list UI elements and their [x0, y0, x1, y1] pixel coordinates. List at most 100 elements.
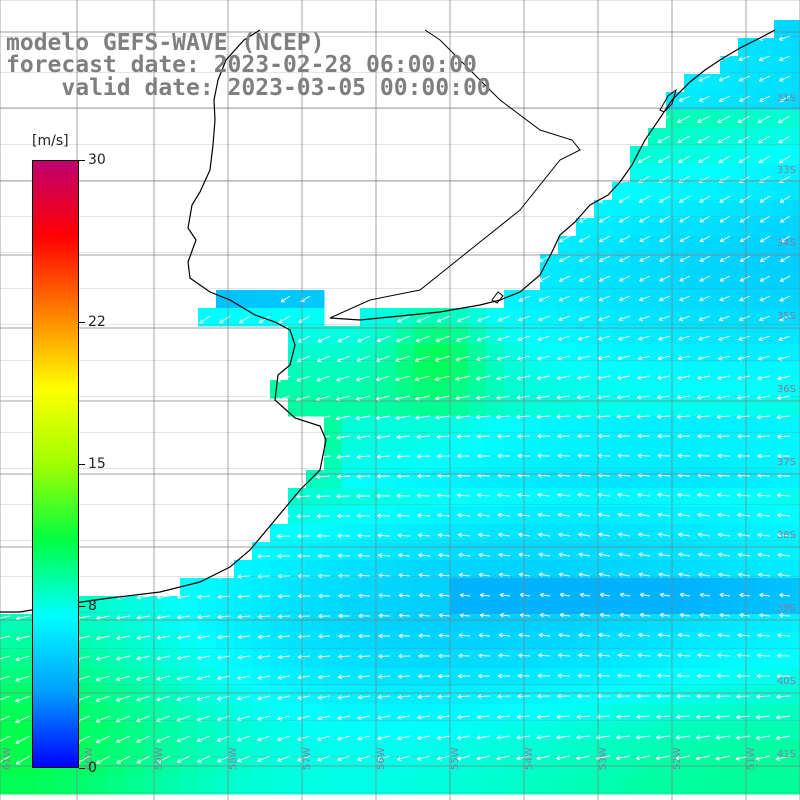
wind-speed-cell [504, 488, 523, 507]
wind-speed-cell [774, 650, 793, 669]
colorbar-tick-label: 15 [88, 456, 106, 472]
wind-speed-cell [702, 488, 721, 507]
wind-speed-cell [378, 398, 397, 417]
wind-arrow [518, 552, 531, 558]
wind-speed-cell [522, 542, 541, 561]
wind-speed-cell [792, 488, 800, 507]
wind-speed-cell [756, 128, 775, 147]
wind-speed-cell [738, 434, 757, 453]
wind-speed-cell [702, 236, 721, 255]
wind-speed-cell [630, 776, 649, 795]
wind-speed-cell [576, 560, 595, 579]
wind-speed-cell [252, 614, 271, 633]
wind-speed-cell [450, 398, 469, 417]
wind-arrow [659, 592, 671, 598]
wind-speed-cell [576, 416, 595, 435]
longitude-labels: 61W 60W 59W 58W 57W 56W 55W 54W 53W 52W 51W [2, 747, 757, 770]
wind-arrow [338, 613, 351, 619]
wind-speed-cell [702, 560, 721, 579]
wind-arrow [557, 335, 571, 341]
wind-speed-cell [504, 416, 523, 435]
wind-arrow [739, 215, 751, 223]
wind-speed-cell [558, 380, 577, 399]
wind-arrow [537, 673, 551, 679]
wind-arrow [780, 235, 791, 243]
wind-arrow [115, 695, 131, 702]
wind-speed-cell [414, 416, 433, 435]
wind-arrow [417, 473, 431, 479]
wind-speed-cell [234, 596, 253, 615]
wind-arrow [536, 414, 551, 420]
wind-speed-cell [270, 380, 289, 399]
wind-arrow [317, 533, 331, 539]
wind-speed-cell [522, 488, 541, 507]
wind-speed-cell [432, 776, 451, 795]
wind-speed-cell [702, 578, 721, 597]
wind-arrow [599, 235, 611, 243]
wind-arrow [698, 335, 711, 341]
wind-arrow [699, 275, 711, 282]
wind-speed-cell [396, 542, 415, 561]
coastline-east [329, 29, 776, 321]
wind-arrow [516, 414, 531, 420]
wind-speed-cell [162, 632, 181, 651]
wind-arrow [438, 673, 451, 679]
wind-arrow [758, 335, 771, 341]
wind-speed-cell [594, 686, 613, 705]
wind-arrow [418, 552, 431, 558]
wind-arrow [176, 755, 191, 763]
wind-arrow [577, 375, 591, 381]
wind-arrow [698, 75, 711, 82]
longitude-label: 52W [672, 747, 683, 770]
wind-speed-cell [684, 776, 703, 795]
wind-arrow [338, 593, 351, 599]
wind-speed-cell [540, 596, 559, 615]
wind-arrow [196, 735, 211, 743]
wind-arrow [156, 635, 171, 640]
wind-arrow [576, 714, 591, 719]
wind-arrow [497, 492, 511, 498]
wind-arrow [657, 453, 671, 458]
wind-speed-cell [216, 632, 235, 651]
colorbar-tick-label: 8 [88, 597, 97, 614]
wind-arrow [657, 375, 671, 380]
wind-arrow [417, 694, 431, 700]
wind-speed-cell [612, 452, 631, 471]
wind-arrow [638, 532, 651, 537]
wind-speed-cell [90, 614, 109, 633]
wind-arrow [437, 532, 451, 538]
wind-speed-cell [738, 776, 757, 795]
wind-speed-cell [774, 416, 793, 435]
wind-arrow [637, 433, 651, 439]
wind-arrow [497, 434, 511, 439]
wind-arrow [659, 235, 671, 243]
wind-arrow [538, 295, 551, 302]
wind-arrow [675, 735, 691, 740]
wind-speed-cell [738, 326, 757, 345]
wind-arrow [136, 695, 151, 702]
wind-speed-cell [414, 434, 433, 453]
wind-speed-cell [378, 416, 397, 435]
wind-arrow [318, 654, 331, 659]
wind-arrow [597, 512, 611, 518]
wind-speed-cell [720, 686, 739, 705]
wind-speed-cell [234, 632, 253, 651]
wind-arrow [638, 552, 651, 557]
wind-speed-cell [216, 650, 235, 669]
wind-speed-cell [612, 200, 631, 219]
wind-arrow [619, 612, 631, 618]
wind-speed-cell [396, 614, 415, 633]
wind-arrow [579, 612, 591, 618]
wind-arrow [318, 613, 331, 619]
wind-arrow [577, 673, 591, 679]
wind-speed-cell [468, 578, 487, 597]
wind-speed-cell [522, 740, 541, 759]
wind-speed-cell [342, 398, 361, 417]
wind-speed-cell [774, 542, 793, 561]
wind-speed-cell [522, 308, 541, 327]
wind-arrow [478, 532, 491, 538]
wind-speed-cell [630, 596, 649, 615]
wind-speed-cell [792, 182, 800, 201]
wind-arrow [696, 414, 711, 420]
wind-arrow [557, 673, 571, 679]
